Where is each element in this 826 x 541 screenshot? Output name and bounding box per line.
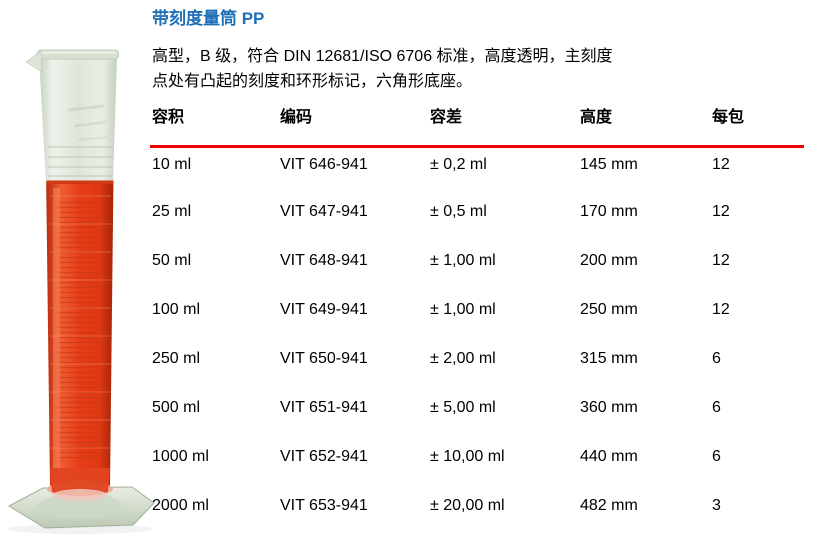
cell-pack: 12 bbox=[712, 252, 730, 269]
cell-code: VIT 651-941 bbox=[280, 399, 368, 416]
cell-tolerance: ± 10,00 ml bbox=[430, 448, 505, 465]
cell-pack: 12 bbox=[712, 203, 730, 220]
cell-tolerance: ± 0,2 ml bbox=[430, 155, 487, 173]
cell-volume: 25 ml bbox=[152, 203, 192, 220]
cell-tolerance: ± 20,00 ml bbox=[430, 497, 505, 514]
cell-height: 482 mm bbox=[580, 497, 638, 514]
cell-height: 250 mm bbox=[580, 301, 638, 318]
product-photo bbox=[0, 0, 160, 536]
cell-pack: 6 bbox=[712, 448, 721, 465]
cell-code: VIT 652-941 bbox=[280, 448, 368, 465]
table-row: 500 ml VIT 651-941 ± 5,00 ml 360 mm 6 bbox=[150, 391, 804, 440]
cell-tolerance: ± 5,00 ml bbox=[430, 399, 496, 416]
cell-pack: 12 bbox=[712, 301, 730, 318]
cell-pack: 3 bbox=[712, 497, 721, 514]
cell-volume: 500 ml bbox=[152, 399, 201, 416]
table-row: 25 ml VIT 647-941 ± 0,5 ml 170 mm 12 bbox=[150, 195, 804, 244]
column-header-code: 编码 bbox=[278, 100, 428, 148]
cell-volume: 250 ml bbox=[152, 350, 201, 367]
graduated-cylinder-illustration bbox=[7, 49, 155, 534]
cell-height: 145 mm bbox=[580, 155, 638, 173]
cell-code: VIT 647-941 bbox=[280, 203, 368, 220]
cell-pack: 12 bbox=[712, 155, 730, 173]
cell-pack: 6 bbox=[712, 350, 721, 367]
cell-pack: 6 bbox=[712, 399, 721, 416]
cell-tolerance: ± 2,00 ml bbox=[430, 350, 496, 367]
description-line-2: 点处有凸起的刻度和环形标记，六角形底座。 bbox=[152, 73, 473, 90]
cell-volume: 100 ml bbox=[152, 301, 201, 318]
table-row: 10 ml VIT 646-941 ± 0,2 ml 145 mm 12 bbox=[150, 146, 804, 195]
cell-volume: 10 ml bbox=[152, 155, 192, 173]
table-header-row: 容积 编码 容差 高度 每包 bbox=[150, 100, 804, 148]
table-row: 2000 ml VIT 653-941 ± 20,00 ml 482 mm 3 bbox=[150, 489, 804, 538]
cell-code: VIT 653-941 bbox=[280, 497, 368, 514]
cell-tolerance: ± 1,00 ml bbox=[430, 252, 496, 269]
column-header-volume: 容积 bbox=[150, 100, 278, 148]
column-header-pack: 每包 bbox=[710, 100, 804, 148]
cell-code: VIT 648-941 bbox=[280, 252, 368, 269]
page-title: 带刻度量筒 PP bbox=[152, 9, 265, 28]
cell-height: 170 mm bbox=[580, 203, 638, 220]
description-line-1: 高型，B 级，符合 DIN 12681/ISO 6706 标准，高度透明，主刻度 bbox=[152, 48, 613, 65]
column-header-tolerance: 容差 bbox=[428, 100, 578, 148]
cell-height: 315 mm bbox=[580, 350, 638, 367]
table-row: 50 ml VIT 648-941 ± 1,00 ml 200 mm 12 bbox=[150, 244, 804, 293]
cell-height: 360 mm bbox=[580, 399, 638, 416]
column-header-height: 高度 bbox=[578, 100, 710, 148]
cell-code: VIT 646-941 bbox=[280, 155, 368, 173]
spec-table: 容积 编码 容差 高度 每包 10 ml VIT 646-941 ± 0,2 m… bbox=[150, 100, 804, 538]
cell-volume: 1000 ml bbox=[152, 448, 209, 465]
cell-volume: 2000 ml bbox=[152, 497, 209, 514]
table-row: 250 ml VIT 650-941 ± 2,00 ml 315 mm 6 bbox=[150, 342, 804, 391]
product-description: 高型，B 级，符合 DIN 12681/ISO 6706 标准，高度透明，主刻度… bbox=[152, 44, 818, 94]
table-row: 100 ml VIT 649-941 ± 1,00 ml 250 mm 12 bbox=[150, 293, 804, 342]
cell-height: 200 mm bbox=[580, 252, 638, 269]
cell-code: VIT 649-941 bbox=[280, 301, 368, 318]
cell-height: 440 mm bbox=[580, 448, 638, 465]
cell-tolerance: ± 0,5 ml bbox=[430, 203, 487, 220]
cell-tolerance: ± 1,00 ml bbox=[430, 301, 496, 318]
cell-code: VIT 650-941 bbox=[280, 350, 368, 367]
table-row: 1000 ml VIT 652-941 ± 10,00 ml 440 mm 6 bbox=[150, 440, 804, 489]
product-info: 带刻度量筒 PP 高型，B 级，符合 DIN 12681/ISO 6706 标准… bbox=[152, 8, 818, 94]
cell-volume: 50 ml bbox=[152, 252, 192, 269]
